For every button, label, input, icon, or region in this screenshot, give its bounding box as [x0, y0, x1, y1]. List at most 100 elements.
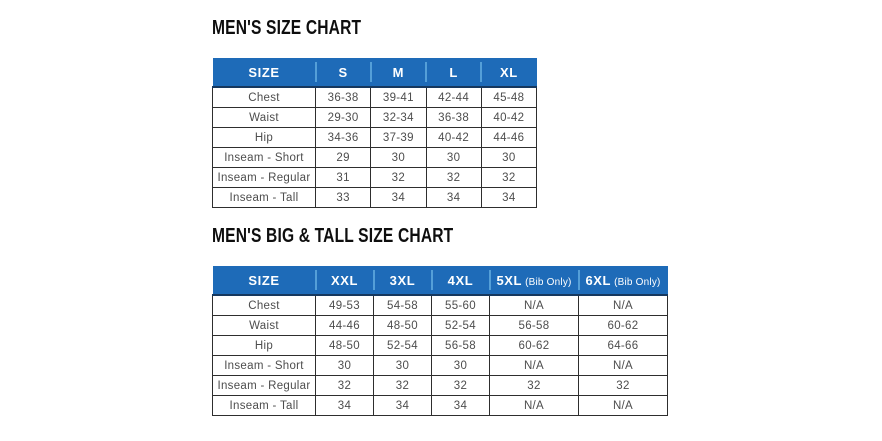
- value-cell: 48-50: [315, 335, 374, 356]
- value-cell: 56-58: [431, 335, 490, 356]
- value-cell: 34: [373, 395, 432, 416]
- row-label-cell: Waist: [212, 107, 316, 128]
- table-row: Hip 48-50 52-54 56-58 60-62 64-66: [212, 335, 668, 356]
- value-cell: 56-58: [489, 315, 579, 336]
- value-cell: 48-50: [373, 315, 432, 336]
- row-label-cell: Inseam - Regular: [212, 375, 316, 396]
- value-cell: 40-42: [425, 127, 482, 148]
- row-label-cell: Hip: [212, 335, 316, 356]
- size-header-cell: SIZE: [212, 266, 316, 296]
- row-label-cell: Chest: [212, 86, 316, 108]
- value-cell: 34: [315, 395, 374, 416]
- value-cell: 29: [314, 147, 372, 168]
- size-table-head: SIZE XXL 3XL 4XL 5XL (Bib Only) 6XL (Bib Only): [212, 266, 668, 296]
- value-cell: 30: [480, 147, 538, 168]
- chart-title: MEN'S SIZE CHART: [212, 17, 362, 39]
- value-cell: 32: [373, 375, 432, 396]
- value-cell: 37-39: [370, 127, 427, 148]
- size-header-label: 3XL: [389, 272, 416, 288]
- size-header-cell: XXL: [314, 266, 374, 296]
- value-cell: 32: [489, 375, 579, 396]
- value-cell: 32-34: [370, 107, 427, 128]
- size-header-cell: XL: [480, 58, 537, 88]
- size-header-cell: S: [314, 58, 371, 88]
- size-header-cell: SIZE: [212, 58, 316, 88]
- size-header-label: SIZE: [248, 64, 280, 80]
- table-row: Inseam - Regular 32 32 32 32 32: [212, 375, 668, 396]
- value-cell: 44-46: [480, 127, 538, 148]
- size-header-label: M: [392, 64, 405, 80]
- value-cell: N/A: [578, 355, 668, 376]
- value-cell: 49-53: [315, 294, 374, 316]
- size-header-cell: 5XL (Bib Only): [488, 266, 579, 296]
- value-cell: 32: [425, 167, 482, 188]
- row-label-cell: Waist: [212, 315, 316, 336]
- size-table-body: Chest 36-38 39-41 42-44 45-48 Waist 29-30 32-34…: [212, 86, 538, 208]
- size-header-cell: M: [369, 58, 426, 88]
- value-cell: 34: [370, 187, 427, 208]
- size-chart-section: MEN'S BIG & TALL SIZE CHART SIZE XXL 3XL 4XL…: [212, 224, 668, 416]
- value-cell: 32: [480, 167, 538, 188]
- table-row: Chest 49-53 54-58 55-60 N/A N/A: [212, 294, 668, 316]
- row-label-cell: Hip: [212, 127, 316, 148]
- value-cell: 29-30: [314, 107, 372, 128]
- size-header-note: (Bib Only): [614, 276, 661, 288]
- table-row: Waist 29-30 32-34 36-38 40-42: [212, 107, 538, 128]
- value-cell: 52-54: [431, 315, 490, 336]
- value-cell: 39-41: [370, 86, 427, 108]
- row-label-cell: Inseam - Short: [212, 147, 316, 168]
- value-cell: 45-48: [480, 86, 538, 108]
- row-label-cell: Chest: [212, 294, 316, 316]
- size-table: SIZE S M L XL Chest 36-38 39-41 42-44 45-48 Waist 2…: [212, 58, 538, 208]
- size-header-cell: L: [424, 58, 482, 88]
- size-table-header-row: SIZE XXL 3XL 4XL 5XL (Bib Only) 6XL (Bib Only): [212, 266, 668, 296]
- value-cell: 44-46: [315, 315, 374, 336]
- value-cell: 36-38: [314, 86, 372, 108]
- value-cell: 55-60: [431, 294, 490, 316]
- value-cell: N/A: [489, 395, 579, 416]
- value-cell: N/A: [489, 355, 579, 376]
- value-cell: 30: [370, 147, 427, 168]
- table-row: Hip 34-36 37-39 40-42 44-46: [212, 127, 538, 148]
- value-cell: N/A: [578, 395, 668, 416]
- size-header-label: XXL: [330, 272, 359, 288]
- value-cell: 30: [373, 355, 432, 376]
- value-cell: N/A: [489, 294, 579, 316]
- value-cell: 60-62: [578, 315, 668, 336]
- value-cell: 64-66: [578, 335, 668, 356]
- size-header-cell: 3XL: [372, 266, 432, 296]
- value-cell: 33: [314, 187, 372, 208]
- size-header-note: (Bib Only): [525, 276, 572, 288]
- row-label-cell: Inseam - Short: [212, 355, 316, 376]
- size-table: SIZE XXL 3XL 4XL 5XL (Bib Only) 6XL (Bib Only) C…: [212, 266, 668, 416]
- value-cell: 34: [425, 187, 482, 208]
- size-header-label: XL: [499, 64, 518, 80]
- size-table-body: Chest 49-53 54-58 55-60 N/A N/A Waist 44-46 48-5…: [212, 294, 668, 416]
- row-label-cell: Inseam - Tall: [212, 187, 316, 208]
- size-table-head: SIZE S M L XL: [212, 58, 537, 88]
- value-cell: 54-58: [373, 294, 432, 316]
- size-header-cell: 4XL: [430, 266, 490, 296]
- value-cell: 30: [425, 147, 482, 168]
- size-header-label: S: [338, 64, 348, 80]
- size-header-cell: 6XL (Bib Only): [577, 266, 668, 296]
- size-table-header-row: SIZE S M L XL: [212, 58, 537, 88]
- value-cell: 30: [315, 355, 374, 376]
- size-header-label: 5XL: [496, 272, 523, 288]
- chart-title: MEN'S BIG & TALL SIZE CHART: [212, 225, 454, 247]
- value-cell: 32: [431, 375, 490, 396]
- value-cell: 32: [578, 375, 668, 396]
- value-cell: 60-62: [489, 335, 579, 356]
- size-header-label: L: [449, 64, 458, 80]
- value-cell: 32: [370, 167, 427, 188]
- value-cell: 52-54: [373, 335, 432, 356]
- value-cell: 42-44: [425, 86, 482, 108]
- table-row: Inseam - Tall 33 34 34 34: [212, 187, 538, 208]
- table-row: Waist 44-46 48-50 52-54 56-58 60-62: [212, 315, 668, 336]
- row-label-cell: Inseam - Tall: [212, 395, 316, 416]
- value-cell: 31: [314, 167, 372, 188]
- value-cell: 34: [480, 187, 538, 208]
- table-row: Inseam - Short 30 30 30 N/A N/A: [212, 355, 668, 376]
- size-chart-section: MEN'S SIZE CHART SIZE S M L XL Chest 36-38 39-41…: [212, 16, 538, 208]
